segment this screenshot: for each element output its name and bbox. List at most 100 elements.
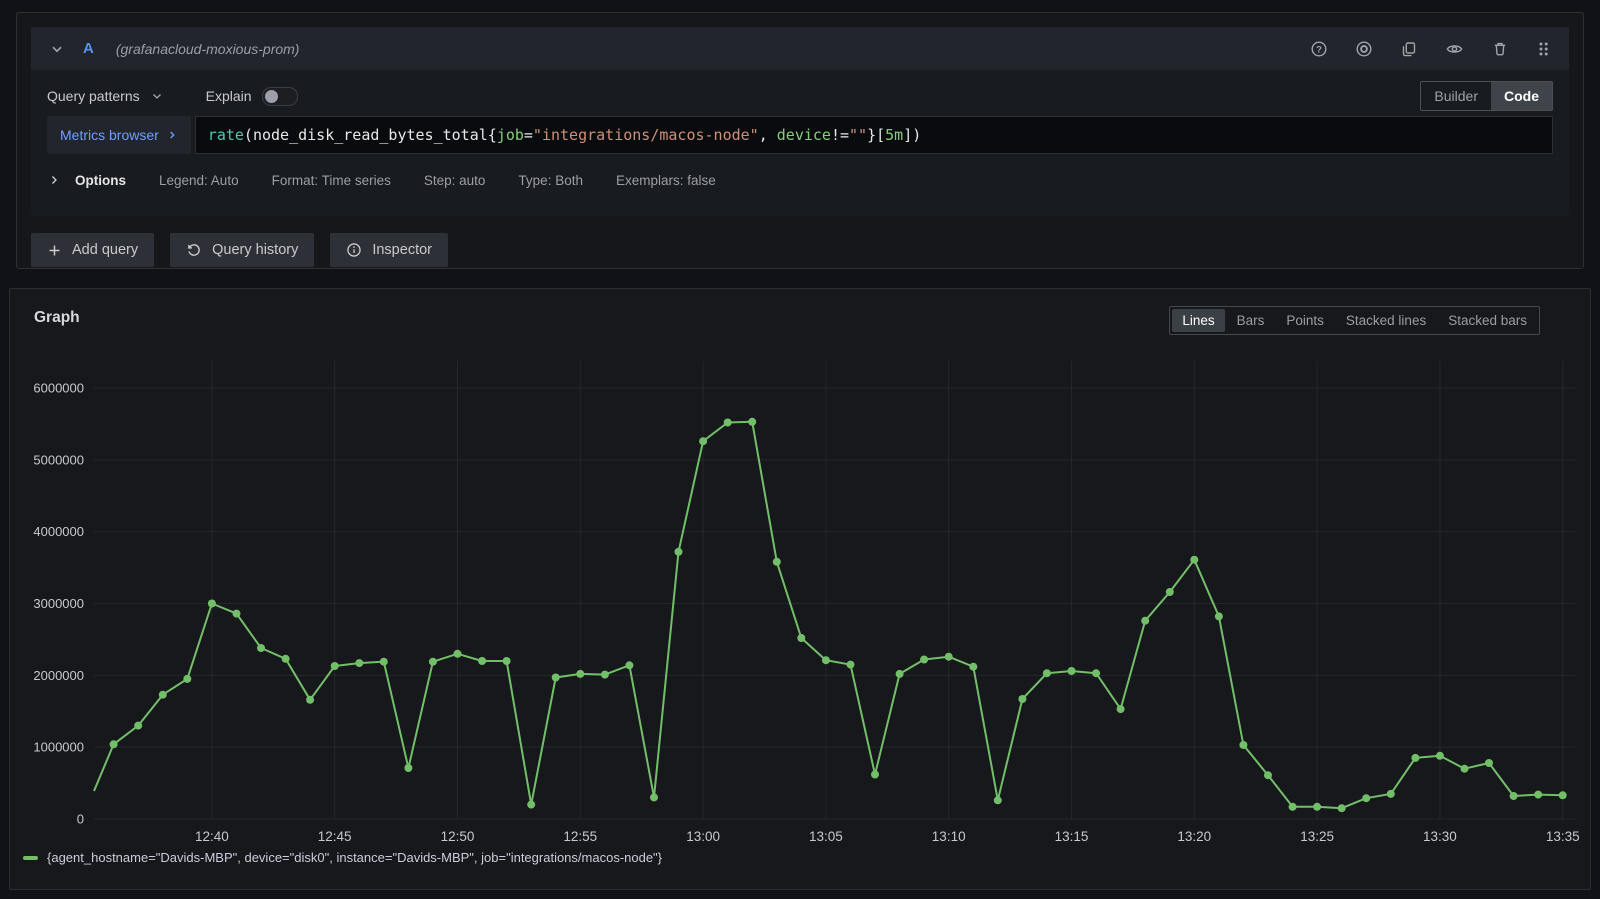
metrics-browser-button[interactable]: Metrics browser — [47, 116, 191, 154]
trash-icon[interactable] — [1491, 40, 1509, 58]
data-point — [1411, 753, 1420, 762]
y-axis-tick: 5000000 — [33, 452, 84, 467]
mode-tab-bars[interactable]: Bars — [1227, 309, 1275, 332]
copy-icon[interactable] — [1400, 40, 1418, 58]
data-point — [993, 796, 1002, 805]
option-summary-item: Format: Time series — [271, 172, 391, 188]
query-editor-card: A (grafanacloud-moxious-prom) ? — [16, 12, 1584, 269]
data-point — [650, 793, 658, 802]
record-icon[interactable] — [1355, 40, 1373, 58]
x-axis-tick: 13:35 — [1546, 829, 1580, 844]
collapse-chevron-icon[interactable] — [49, 41, 65, 57]
graph-panel: Graph Lines Bars Points Stacked lines Stacke… — [9, 288, 1591, 890]
query-history-button[interactable]: Query history — [170, 233, 315, 267]
data-point — [527, 800, 536, 809]
data-point — [158, 690, 167, 699]
data-point — [1067, 667, 1076, 675]
query-row: A (grafanacloud-moxious-prom) ? — [31, 27, 1569, 216]
data-point — [1362, 794, 1371, 803]
data-point — [600, 670, 609, 679]
series-line — [93, 420, 1563, 810]
eye-icon[interactable] — [1445, 40, 1464, 58]
data-point — [1558, 791, 1567, 800]
editor-mode-builder[interactable]: Builder — [1421, 82, 1491, 110]
legend-item[interactable]: {agent_hostname="Davids-MBP", device="di… — [23, 850, 662, 865]
chevron-down-icon — [150, 89, 164, 103]
x-axis-tick: 13:15 — [1055, 829, 1089, 844]
query-code: rate(node_disk_read_bytes_total{job="int… — [208, 126, 921, 144]
data-point — [257, 644, 265, 652]
inspector-label: Inspector — [372, 242, 432, 258]
data-point — [453, 649, 462, 658]
option-summary-item: Exemplars: false — [615, 172, 716, 188]
options-summary: Legend: Auto Format: Time series Step: aut… — [126, 173, 716, 188]
data-point — [576, 669, 585, 678]
mode-tab-stacked-lines[interactable]: Stacked lines — [1336, 309, 1436, 332]
option-summary-item: Legend: Auto — [159, 172, 239, 188]
code-token: "" — [849, 126, 868, 144]
y-axis-tick: 1000000 — [33, 740, 84, 755]
data-point — [207, 599, 216, 608]
data-point — [821, 656, 830, 665]
options-chevron-right-icon[interactable] — [47, 173, 61, 187]
data-point — [1288, 802, 1297, 811]
query-code-input[interactable]: rate(node_disk_read_bytes_total{job="int… — [194, 116, 1553, 154]
options-label[interactable]: Options — [75, 172, 126, 188]
code-token: = — [523, 126, 533, 144]
data-point — [1116, 705, 1125, 714]
data-point — [355, 659, 364, 668]
help-icon[interactable]: ? — [1310, 40, 1328, 58]
query-row-body: Query patterns Explain Builder Code Metri… — [31, 70, 1569, 216]
query-patterns-label: Query patterns — [47, 88, 140, 104]
data-point — [625, 661, 634, 670]
svg-text:?: ? — [1316, 44, 1322, 55]
data-point — [1435, 751, 1444, 760]
data-point — [1214, 612, 1223, 621]
data-point — [1042, 669, 1051, 678]
x-axis-tick: 13:25 — [1300, 829, 1334, 844]
mode-tab-lines[interactable]: Lines — [1172, 309, 1225, 332]
y-axis-tick: 2000000 — [33, 668, 84, 683]
data-point — [1141, 616, 1150, 625]
data-point — [428, 657, 437, 666]
toggle-knob — [264, 89, 278, 103]
x-axis-tick: 13:20 — [1177, 829, 1211, 844]
data-point — [846, 660, 855, 669]
data-point — [281, 654, 290, 663]
data-point — [723, 418, 732, 427]
data-point — [478, 657, 487, 665]
data-point — [748, 417, 757, 426]
query-history-label: Query history — [212, 242, 299, 258]
code-token: device — [776, 126, 831, 144]
code-token: job — [496, 126, 524, 144]
add-query-button[interactable]: Add query — [31, 233, 155, 267]
x-axis-tick: 12:55 — [563, 829, 597, 844]
data-point — [1485, 759, 1493, 767]
x-axis-tick: 12:50 — [441, 829, 475, 844]
query-patterns-dropdown[interactable]: Query patterns — [47, 88, 164, 104]
x-axis-tick: 12:45 — [318, 829, 352, 844]
explain-toggle[interactable] — [261, 86, 298, 106]
data-point — [1239, 741, 1248, 749]
data-point — [797, 634, 806, 642]
data-point — [109, 740, 118, 749]
y-axis-tick: 4000000 — [33, 524, 84, 539]
data-point — [674, 547, 683, 556]
data-point — [1386, 789, 1395, 798]
data-point — [1460, 764, 1469, 773]
editor-mode-code[interactable]: Code — [1491, 82, 1552, 110]
mode-tab-stacked-bars[interactable]: Stacked bars — [1438, 309, 1537, 332]
drag-handle-icon[interactable] — [1536, 40, 1551, 58]
code-token: "integrations/macos-node" — [532, 126, 759, 144]
data-point — [232, 609, 241, 618]
data-point — [1190, 555, 1199, 564]
x-axis-tick: 13:30 — [1423, 829, 1457, 844]
data-point — [1165, 588, 1174, 596]
data-point — [969, 662, 978, 671]
inspector-button[interactable]: Inspector — [330, 233, 448, 267]
x-axis-tick: 13:00 — [686, 829, 720, 844]
mode-tab-points[interactable]: Points — [1276, 309, 1334, 332]
data-point — [1534, 790, 1543, 799]
mode-tabs: Lines Bars Points Stacked lines Stacked bars — [1169, 306, 1540, 335]
data-point — [306, 695, 315, 704]
